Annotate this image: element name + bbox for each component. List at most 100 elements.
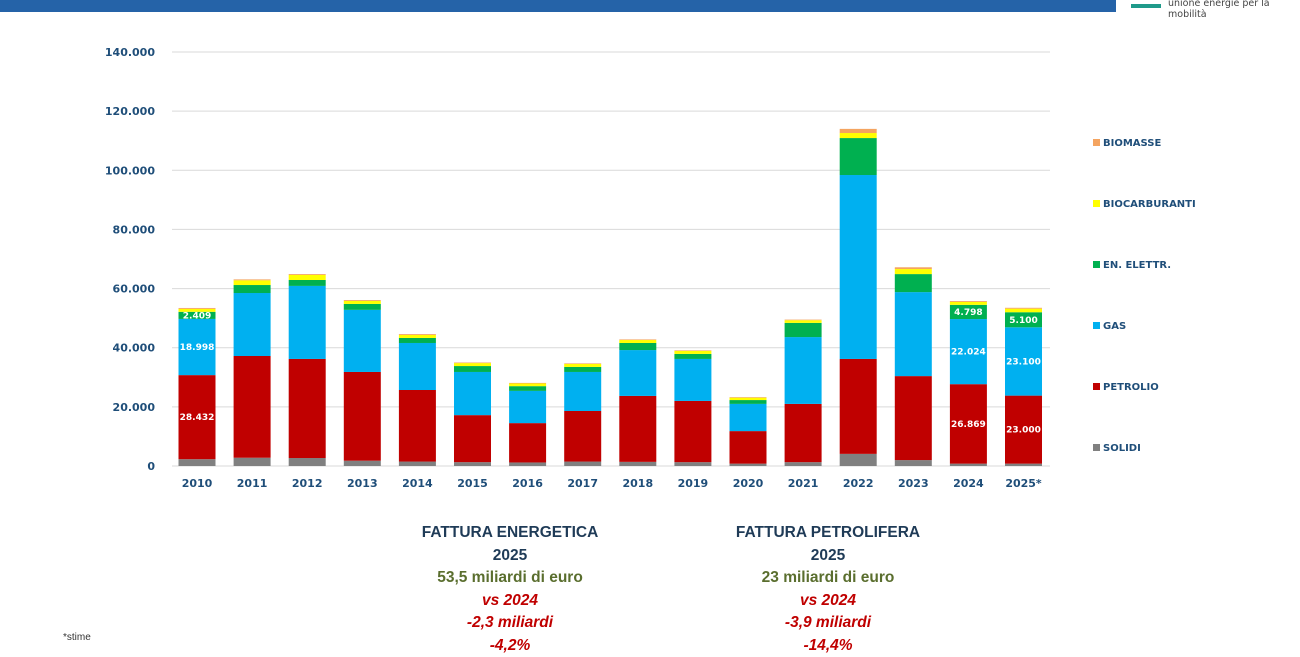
summary-title: FATTURA PETROLIFERA	[698, 522, 958, 545]
bar-segment-biomasse-2016	[509, 383, 546, 384]
bar-segment-en-elettr--2017	[564, 367, 601, 372]
bar-segment-solidi-2017	[564, 462, 601, 466]
legend-swatch	[1093, 444, 1100, 451]
x-tick-label: 2024	[953, 477, 984, 490]
x-tick-label: 2010	[182, 477, 213, 490]
summary-amount: 23 miliardi di euro	[698, 567, 958, 590]
bar-segment-biomasse-2015	[454, 363, 491, 364]
legend-swatch	[1093, 383, 1100, 390]
y-tick-label: 0	[147, 460, 155, 473]
data-label: 5.100	[1009, 316, 1037, 326]
bar-segment-petrolio-2011	[234, 356, 271, 458]
x-tick-label: 2016	[512, 477, 543, 490]
summary-vs: vs 2024	[380, 590, 640, 613]
x-tick-label: 2018	[622, 477, 653, 490]
bar-segment-petrolio-2012	[289, 359, 326, 458]
bar-segment-biomasse-2010	[179, 308, 216, 309]
bar-segment-en-elettr--2023	[895, 274, 932, 292]
bar-segment-petrolio-2022	[840, 359, 877, 454]
bar-segment-biomasse-2017	[564, 363, 601, 364]
bar-segment-gas-2014	[399, 343, 436, 390]
summary-delta: -3,9 miliardi	[698, 612, 958, 635]
bar-segment-gas-2016	[509, 391, 546, 423]
bar-segment-gas-2023	[895, 292, 932, 376]
bar-segment-solidi-2014	[399, 462, 436, 466]
bar-segment-solidi-2023	[895, 460, 932, 466]
bar-segment-biocarburanti-2017	[564, 364, 601, 367]
bar-segment-petrolio-2016	[509, 423, 546, 462]
x-tick-label: 2020	[733, 477, 764, 490]
bar-segment-solidi-2020	[730, 464, 767, 466]
summary-year: 2025	[380, 545, 640, 568]
summary-petrolifera: FATTURA PETROLIFERA 2025 23 miliardi di …	[698, 522, 958, 657]
data-label: 2.409	[183, 311, 211, 321]
summary-pct: -14,4%	[698, 635, 958, 657]
y-tick-label: 20.000	[113, 401, 156, 414]
bar-segment-biocarburanti-2018	[619, 340, 656, 343]
bar-segment-gas-2013	[344, 310, 381, 372]
bar-segment-en-elettr--2022	[840, 138, 877, 175]
legend-label: EN. ELETTR.	[1103, 260, 1171, 271]
x-tick-label: 2019	[678, 477, 709, 490]
bar-segment-gas-2019	[674, 359, 711, 401]
bar-segment-gas-2021	[785, 337, 822, 404]
bar-segment-solidi-2016	[509, 462, 546, 466]
bar-segment-petrolio-2019	[674, 401, 711, 462]
legend-label: PETROLIO	[1103, 382, 1159, 393]
legend-swatch	[1093, 261, 1100, 268]
legend-swatch	[1093, 139, 1100, 146]
bar-segment-en-elettr--2018	[619, 343, 656, 350]
data-label: 22.024	[951, 348, 986, 358]
bar-segment-petrolio-2018	[619, 396, 656, 462]
x-tick-label: 2013	[347, 477, 378, 490]
bar-segment-solidi-2015	[454, 462, 491, 466]
x-tick-label: 2021	[788, 477, 819, 490]
x-tick-label: 2022	[843, 477, 874, 490]
bar-segment-petrolio-2021	[785, 404, 822, 462]
bar-segment-biomasse-2021	[785, 320, 822, 321]
bar-segment-biocarburanti-2012	[289, 275, 326, 280]
bar-segment-solidi-2011	[234, 458, 271, 466]
legend-label: BIOMASSE	[1103, 138, 1161, 149]
bar-segment-gas-2012	[289, 286, 326, 359]
bar-segment-biocarburanti-2022	[840, 133, 877, 138]
bar-segment-biomasse-2013	[344, 300, 381, 301]
footnote: *stime	[63, 632, 91, 643]
data-label: 4.798	[954, 308, 982, 318]
summary-vs: vs 2024	[698, 590, 958, 613]
bar-segment-biomasse-2011	[234, 279, 271, 280]
bar-segment-en-elettr--2014	[399, 338, 436, 343]
x-tick-label: 2017	[567, 477, 598, 490]
bar-segment-petrolio-2013	[344, 372, 381, 461]
x-tick-label: 2025*	[1005, 477, 1042, 490]
bar-segment-biocarburanti-2014	[399, 335, 436, 338]
bar-segment-biocarburanti-2015	[454, 363, 491, 366]
bar-segment-petrolio-2014	[399, 390, 436, 462]
bar-segment-gas-2022	[840, 175, 877, 359]
bar-segment-biocarburanti-2024	[950, 302, 987, 305]
bar-segment-solidi-2021	[785, 462, 822, 466]
x-tick-label: 2012	[292, 477, 323, 490]
x-tick-label: 2011	[237, 477, 268, 490]
bar-segment-gas-2011	[234, 293, 271, 356]
bar-segment-en-elettr--2012	[289, 280, 326, 286]
x-tick-label: 2023	[898, 477, 929, 490]
summary-year: 2025	[698, 545, 958, 568]
y-tick-label: 60.000	[113, 283, 156, 296]
bar-segment-solidi-2018	[619, 462, 656, 466]
bar-segment-biomasse-2019	[674, 350, 711, 351]
bar-segment-biomasse-2023	[895, 267, 932, 269]
legend-label: GAS	[1103, 321, 1126, 332]
bar-segment-biocarburanti-2016	[509, 383, 546, 386]
bar-segment-biomasse-2022	[840, 129, 877, 133]
data-label: 23.100	[1006, 357, 1041, 367]
data-label: 28.432	[180, 413, 215, 423]
bar-segment-biomasse-2012	[289, 274, 326, 275]
bar-segment-petrolio-2015	[454, 415, 491, 462]
bar-segment-en-elettr--2013	[344, 304, 381, 310]
bar-segment-solidi-2012	[289, 458, 326, 466]
summary-title: FATTURA ENERGETICA	[380, 522, 640, 545]
summary-amount: 53,5 miliardi di euro	[380, 567, 640, 590]
bar-segment-petrolio-2020	[730, 431, 767, 464]
